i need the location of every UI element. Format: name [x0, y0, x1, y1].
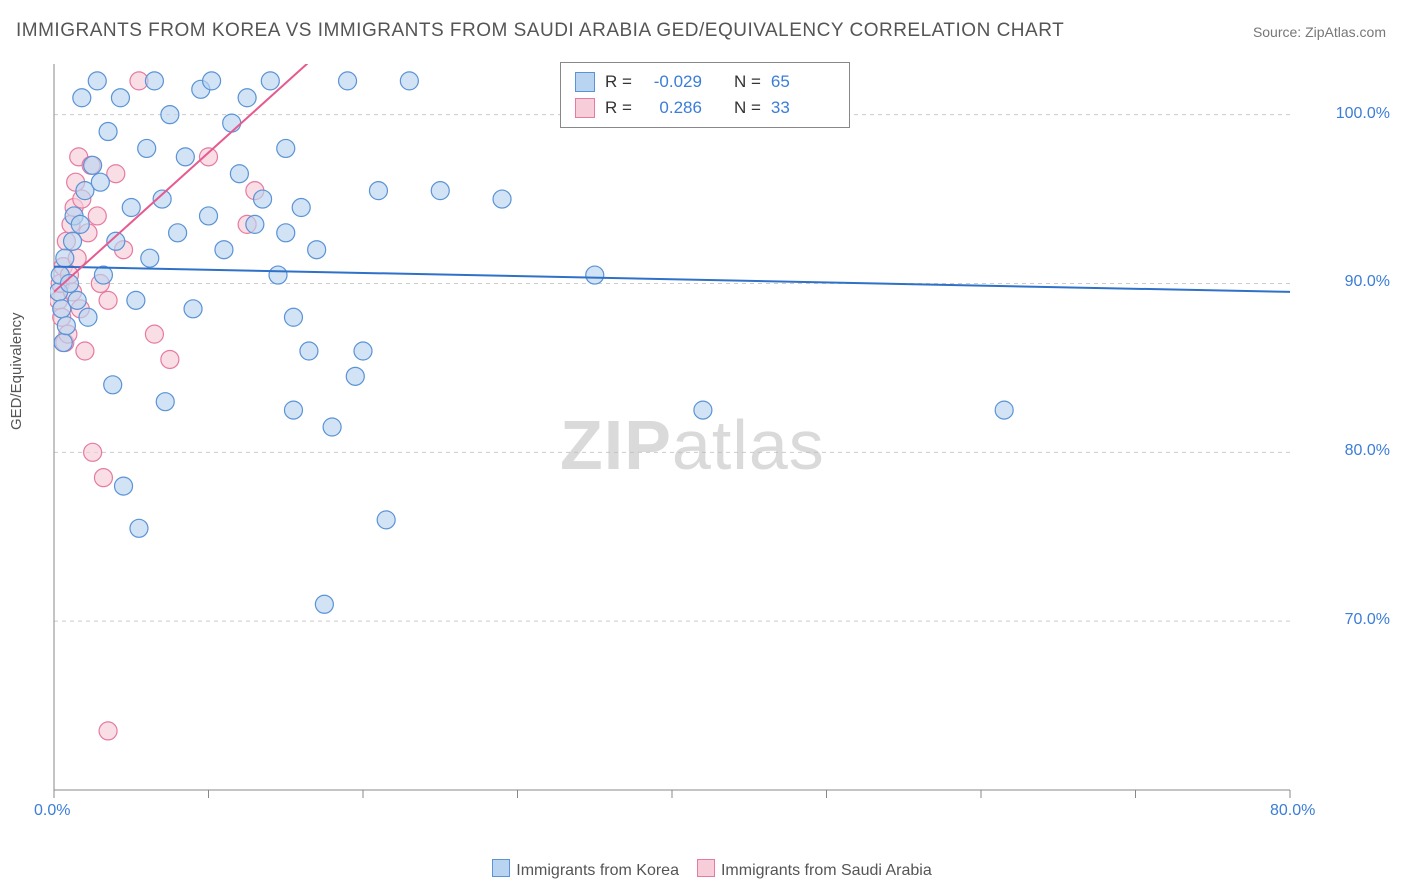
chart-title: IMMIGRANTS FROM KOREA VS IMMIGRANTS FROM… [16, 20, 1064, 42]
legend-swatch-icon [575, 72, 595, 92]
legend-swatch-icon [575, 98, 595, 118]
y-tick-label: 90.0% [1345, 273, 1390, 291]
n-value: 33 [771, 95, 790, 121]
source-attribution: Source: ZipAtlas.com [1253, 24, 1386, 40]
r-label: R = [605, 95, 632, 121]
y-tick-label: 100.0% [1336, 105, 1390, 123]
watermark-bold: ZIP [560, 406, 672, 484]
r-label: R = [605, 69, 632, 95]
correlation-legend-row: R = -0.029 N = 65 [575, 69, 835, 95]
y-axis-label: GED/Equivalency [8, 312, 25, 430]
r-value: 0.286 [642, 95, 702, 121]
correlation-legend-row: R = 0.286 N = 33 [575, 95, 835, 121]
y-tick-label: 80.0% [1345, 442, 1390, 460]
watermark: ZIPatlas [560, 405, 825, 485]
source-name: ZipAtlas.com [1305, 24, 1386, 40]
n-value: 65 [771, 69, 790, 95]
legend-swatch-icon [697, 859, 715, 877]
watermark-rest: atlas [672, 406, 825, 484]
r-value: -0.029 [642, 69, 702, 95]
legend-series-label: Immigrants from Saudi Arabia [721, 862, 932, 879]
n-label: N = [734, 69, 761, 95]
legend-swatch-icon [492, 859, 510, 877]
bottom-legend: Immigrants from Korea Immigrants from Sau… [0, 859, 1406, 880]
x-tick-label: 80.0% [1270, 802, 1315, 878]
y-tick-label: 70.0% [1345, 611, 1390, 629]
source-label: Source: [1253, 24, 1301, 40]
n-label: N = [734, 95, 761, 121]
x-tick-label: 0.0% [34, 802, 70, 878]
legend-series-label: Immigrants from Korea [516, 862, 679, 879]
correlation-legend: R = -0.029 N = 65 R = 0.286 N = 33 [560, 62, 850, 128]
